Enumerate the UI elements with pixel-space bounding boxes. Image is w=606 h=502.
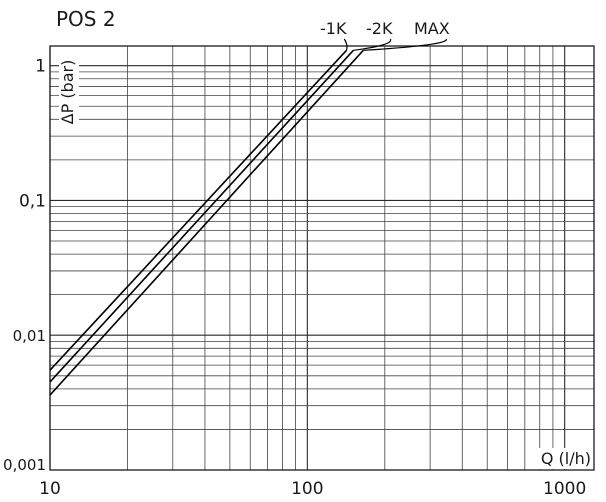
series-label-max: MAX: [414, 19, 450, 38]
curve-minus-1k: [49, 49, 348, 371]
x-axis-label-background: [538, 448, 593, 469]
series-label-minus-2k: -2K: [366, 19, 393, 38]
grid: [49, 46, 594, 471]
tick-labels: 10 100 1000 0,001 0,01 0,1 1: [3, 57, 586, 499]
series-label-minus-1k: -1K: [320, 19, 347, 38]
y-tick-label: 0,01: [13, 327, 46, 345]
y-tick-label: 1: [35, 57, 46, 77]
x-axis-label: Q (l/h): [541, 449, 591, 468]
x-tick-label: 1000: [543, 479, 586, 499]
curve-minus-2k: [49, 49, 354, 383]
chart-title: POS 2: [56, 7, 116, 31]
y-axis-label: ΔP (bar): [58, 60, 77, 125]
series-label-leaders: [343, 38, 447, 51]
series-label-leader: [353, 38, 392, 51]
x-tick-label: 100: [291, 479, 323, 499]
series-label-leader: [363, 38, 447, 51]
y-tick-label: 0,1: [19, 191, 46, 211]
plot-frame: [49, 45, 595, 471]
series-label-leader: [343, 38, 348, 51]
curve-max: [49, 49, 364, 396]
y-axis-label-background: [59, 50, 79, 134]
series-curves: [49, 49, 364, 396]
y-tick-label: 0,001: [3, 456, 46, 474]
x-tick-label: 10: [39, 479, 61, 499]
